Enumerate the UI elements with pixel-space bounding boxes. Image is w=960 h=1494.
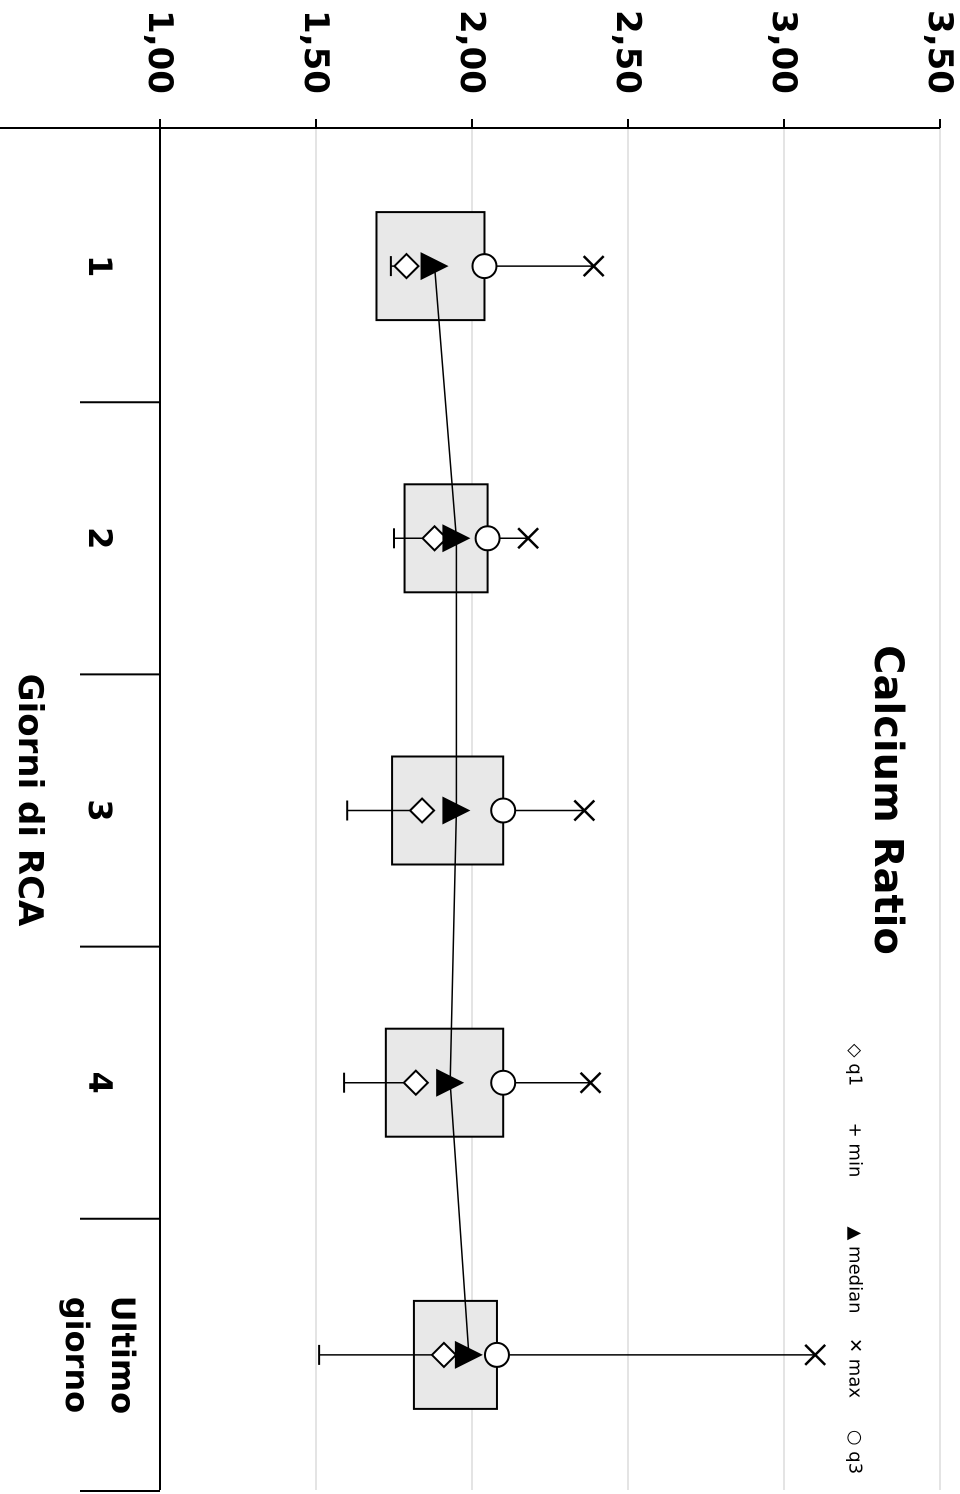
- max-marker: [573, 799, 596, 822]
- median-marker: [442, 524, 471, 553]
- q3-marker: [471, 253, 498, 280]
- value-tick-label: 3,00: [764, 10, 804, 94]
- legend-entry: + min: [845, 1123, 866, 1178]
- value-tick-label: 2,50: [608, 10, 648, 94]
- median-marker: [436, 1068, 465, 1097]
- q3-marker: [490, 1069, 517, 1096]
- q1-marker: [402, 1069, 430, 1097]
- chart-title: Calcium Ratio: [865, 645, 911, 955]
- legend-entry: ✕ max: [845, 1338, 866, 1398]
- boxes: [319, 211, 816, 1410]
- category-label: Ultimo: [104, 1296, 142, 1415]
- q1-marker: [408, 797, 436, 824]
- q3-marker: [490, 797, 517, 824]
- q3-marker: [474, 525, 501, 552]
- category-label: giorno: [58, 1297, 96, 1413]
- median-marker: [454, 1340, 483, 1369]
- gridlines: [315, 128, 941, 1490]
- x-axis-title: Giorni di RCA: [10, 674, 50, 927]
- value-tick-label: 1,00: [140, 10, 180, 94]
- value-tick-label: 2,00: [452, 10, 492, 94]
- value-tick-label: 1,50: [296, 10, 336, 94]
- legend: ◇ q1 + min ▲ median ✕ max ○ q3: [845, 1044, 866, 1474]
- legend-entry: ▲ median: [845, 1226, 866, 1313]
- markers: [318, 252, 827, 1369]
- axes: [0, 119, 941, 1492]
- category-label: 1: [81, 255, 119, 277]
- median-marker: [420, 252, 449, 281]
- value-tick-label: 3,50: [920, 10, 960, 94]
- q1-marker: [393, 252, 420, 280]
- category-label: 2: [81, 527, 119, 549]
- category-label: 3: [81, 799, 119, 821]
- max-marker: [579, 1071, 602, 1094]
- legend-entry: ○ q3: [845, 1430, 866, 1474]
- max-marker: [804, 1344, 827, 1366]
- legend-entry: ◇ q1: [845, 1044, 866, 1086]
- labels: 1,00 1,50 2,00 2,50 3,00 3,50 1 2 3 4 Ultimogiorno…: [10, 10, 960, 1414]
- max-marker: [582, 255, 605, 277]
- median-marker: [442, 796, 471, 825]
- max-marker: [517, 527, 540, 550]
- q3-marker: [483, 1341, 510, 1368]
- category-label: 4: [81, 1072, 119, 1094]
